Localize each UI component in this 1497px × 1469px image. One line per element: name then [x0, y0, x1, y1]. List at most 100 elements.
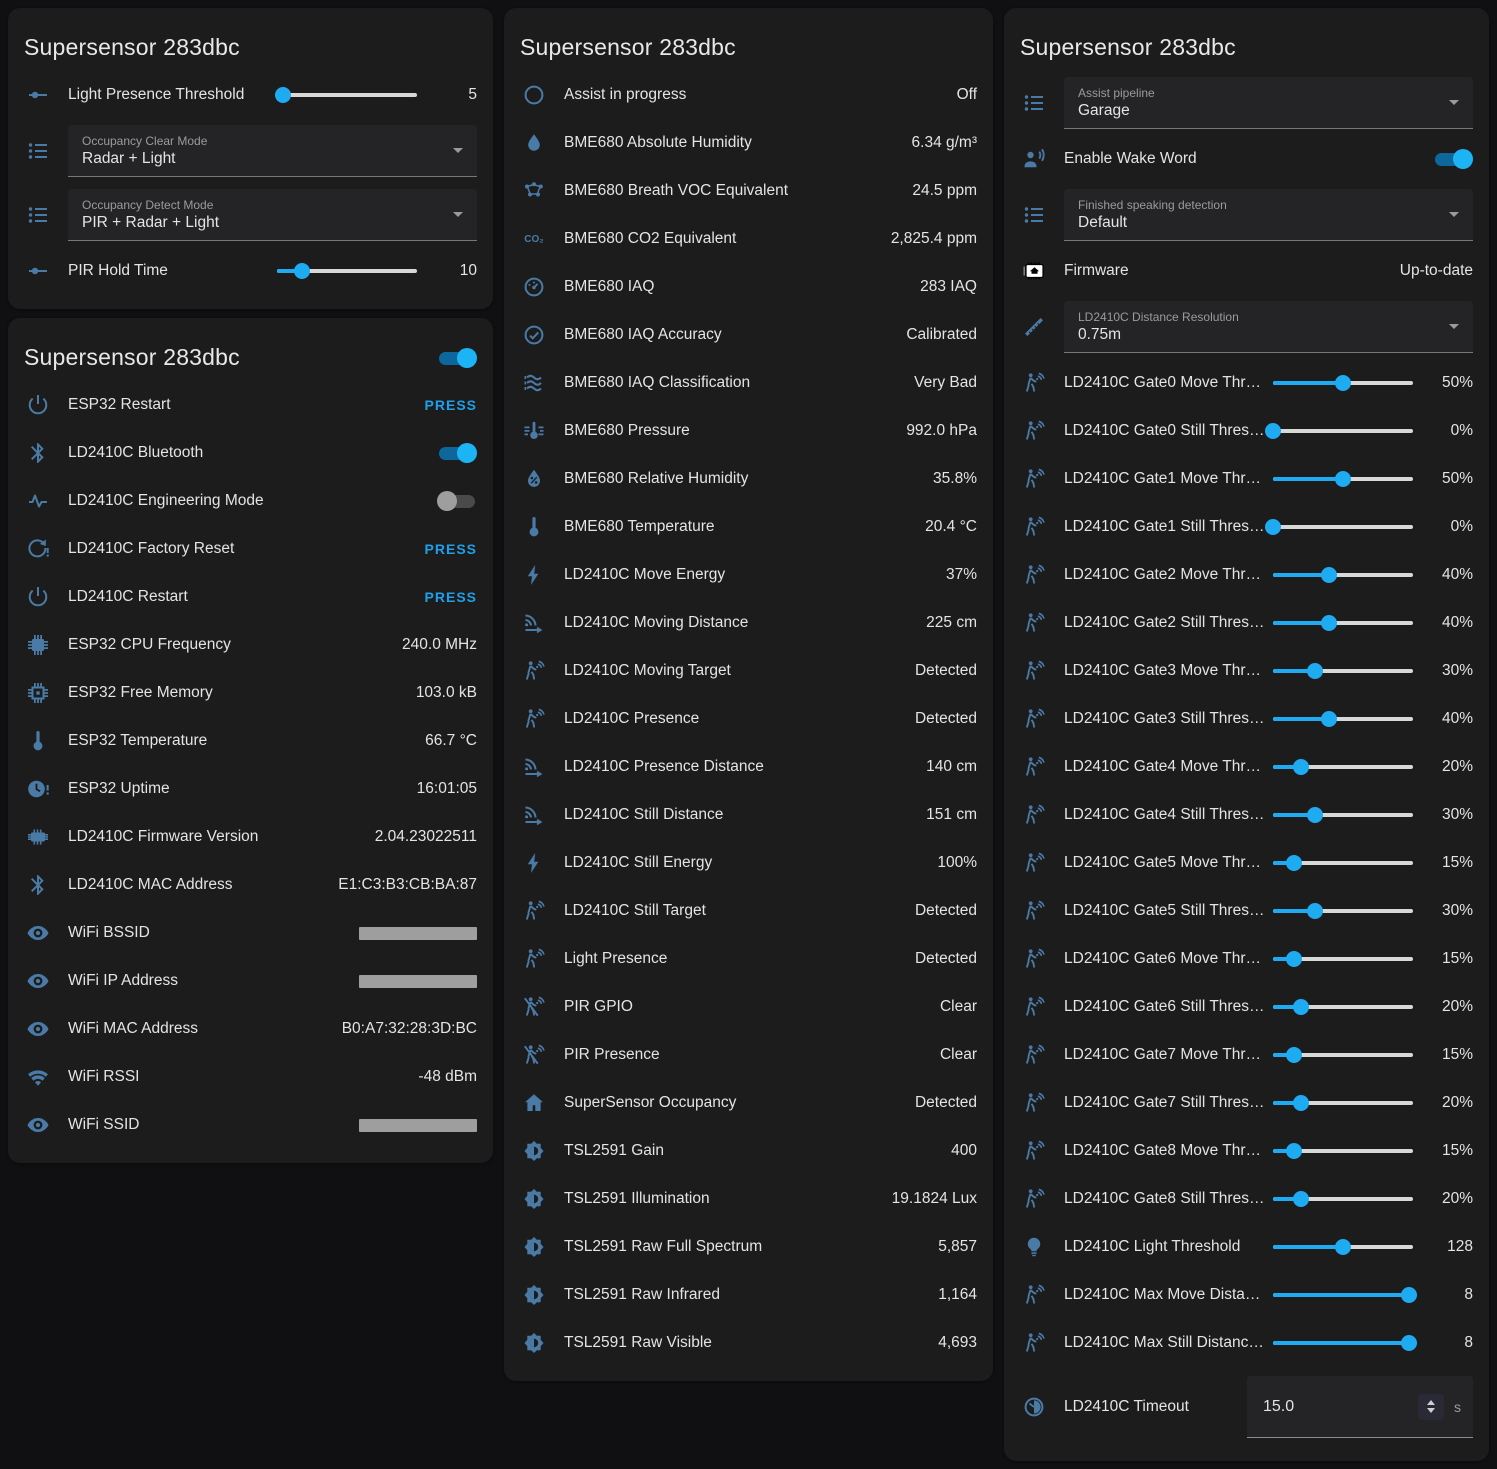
slider-ld2410c-gate0-still-thres[interactable]: [1273, 421, 1413, 441]
row-pir-hold-time[interactable]: PIR Hold Time10: [8, 247, 493, 295]
row-light-presence-threshold[interactable]: Light Presence Threshold5: [8, 71, 493, 119]
row-tsl2591-raw-full-spectrum[interactable]: TSL2591 Raw Full Spectrum5,857: [504, 1223, 993, 1271]
row-bme680-iaq-classification[interactable]: BME680 IAQ ClassificationVery Bad: [504, 359, 993, 407]
slider-ld2410c-gate6-move-thr[interactable]: [1273, 949, 1413, 969]
slider-ld2410c-gate1-move-thr[interactable]: [1273, 469, 1413, 489]
slider-thumb[interactable]: [1293, 759, 1309, 775]
slider-ld2410c-gate2-still-thres[interactable]: [1273, 613, 1413, 633]
row-ld2410c-gate2-move-thr[interactable]: LD2410C Gate2 Move Thr…40%: [1004, 551, 1489, 599]
row-bme680-iaq[interactable]: BME680 IAQ283 IAQ: [504, 263, 993, 311]
slider-thumb[interactable]: [1335, 1239, 1351, 1255]
stepper-down-icon[interactable]: [1427, 1408, 1435, 1413]
row-wifi-ssid[interactable]: WiFi SSID: [8, 1101, 493, 1149]
row-bme680-breath-voc-equivalent[interactable]: BME680 Breath VOC Equivalent24.5 ppm: [504, 167, 993, 215]
slider-ld2410c-light-threshold[interactable]: [1273, 1237, 1413, 1257]
row-ld2410c-gate0-move-thr[interactable]: LD2410C Gate0 Move Thr…50%: [1004, 359, 1489, 407]
row-ld2410c-gate6-move-thr[interactable]: LD2410C Gate6 Move Thr…15%: [1004, 935, 1489, 983]
slider-thumb[interactable]: [1401, 1335, 1417, 1351]
slider-thumb[interactable]: [1307, 903, 1323, 919]
row-esp32-temperature[interactable]: ESP32 Temperature66.7 °C: [8, 717, 493, 765]
row-ld2410c-moving-target[interactable]: LD2410C Moving TargetDetected: [504, 647, 993, 695]
row-ld2410c-still-energy[interactable]: LD2410C Still Energy100%: [504, 839, 993, 887]
row-tsl2591-raw-visible[interactable]: TSL2591 Raw Visible4,693: [504, 1319, 993, 1367]
slider-ld2410c-max-still-distanc[interactable]: [1273, 1333, 1413, 1353]
toggle-ld2410c-engineering-mode[interactable]: [437, 491, 477, 511]
slider-ld2410c-gate1-still-thres[interactable]: [1273, 517, 1413, 537]
row-ld2410c-presence-distance[interactable]: LD2410C Presence Distance140 cm: [504, 743, 993, 791]
row-ld2410c-gate4-move-thr[interactable]: LD2410C Gate4 Move Thr…20%: [1004, 743, 1489, 791]
row-ld2410c-gate4-still-thres[interactable]: LD2410C Gate4 Still Thres…30%: [1004, 791, 1489, 839]
row-bme680-iaq-accuracy[interactable]: BME680 IAQ AccuracyCalibrated: [504, 311, 993, 359]
slider-ld2410c-gate4-still-thres[interactable]: [1273, 805, 1413, 825]
slider-ld2410c-gate3-move-thr[interactable]: [1273, 661, 1413, 681]
slider-thumb[interactable]: [1286, 951, 1302, 967]
row-bme680-relative-humidity[interactable]: BME680 Relative Humidity35.8%: [504, 455, 993, 503]
row-occupancy-clear-mode[interactable]: Occupancy Clear ModeRadar + Light: [8, 119, 493, 183]
row-esp32-cpu-frequency[interactable]: ESP32 CPU Frequency240.0 MHz: [8, 621, 493, 669]
select-occupancy-clear-mode[interactable]: Occupancy Clear ModeRadar + Light: [68, 125, 477, 177]
slider-ld2410c-gate5-move-thr[interactable]: [1273, 853, 1413, 873]
row-assist-pipeline[interactable]: Assist pipelineGarage: [1004, 71, 1489, 135]
slider-ld2410c-max-move-dista[interactable]: [1273, 1285, 1413, 1305]
toggle-enable-wake-word[interactable]: [1433, 149, 1473, 169]
row-ld2410c-moving-distance[interactable]: LD2410C Moving Distance225 cm: [504, 599, 993, 647]
row-ld2410c-gate1-move-thr[interactable]: LD2410C Gate1 Move Thr…50%: [1004, 455, 1489, 503]
row-ld2410c-move-energy[interactable]: LD2410C Move Energy37%: [504, 551, 993, 599]
row-occupancy-detect-mode[interactable]: Occupancy Detect ModePIR + Radar + Light: [8, 183, 493, 247]
row-pir-presence[interactable]: PIR PresenceClear: [504, 1031, 993, 1079]
row-ld2410c-gate8-move-thr[interactable]: LD2410C Gate8 Move Thr…15%: [1004, 1127, 1489, 1175]
slider-thumb[interactable]: [1293, 1095, 1309, 1111]
stepper-buttons[interactable]: [1418, 1394, 1444, 1420]
slider-thumb[interactable]: [275, 87, 291, 103]
row-finished-speaking-detection[interactable]: Finished speaking detectionDefault: [1004, 183, 1489, 247]
row-ld2410c-engineering-mode[interactable]: LD2410C Engineering Mode: [8, 477, 493, 525]
row-ld2410c-firmware-version[interactable]: LD2410C Firmware Version2.04.23022511: [8, 813, 493, 861]
row-ld2410c-light-threshold[interactable]: LD2410C Light Threshold128: [1004, 1223, 1489, 1271]
row-bme680-co2-equivalent[interactable]: CO₂BME680 CO2 Equivalent2,825.4 ppm: [504, 215, 993, 263]
row-wifi-mac-address[interactable]: WiFi MAC AddressB0:A7:32:28:3D:BC: [8, 1005, 493, 1053]
row-ld2410c-gate6-still-thres[interactable]: LD2410C Gate6 Still Thres…20%: [1004, 983, 1489, 1031]
slider-thumb[interactable]: [1401, 1287, 1417, 1303]
row-assist-in-progress[interactable]: Assist in progressOff: [504, 71, 993, 119]
row-ld2410c-timeout[interactable]: LD2410C Timeout15.0s: [1004, 1367, 1489, 1447]
row-ld2410c-distance-resolution[interactable]: LD2410C Distance Resolution0.75m: [1004, 295, 1489, 359]
row-ld2410c-max-move-dista[interactable]: LD2410C Max Move Dista…8: [1004, 1271, 1489, 1319]
row-ld2410c-gate0-still-thres[interactable]: LD2410C Gate0 Still Thres…0%: [1004, 407, 1489, 455]
row-bme680-pressure[interactable]: BME680 Pressure992.0 hPa: [504, 407, 993, 455]
row-bme680-temperature[interactable]: BME680 Temperature20.4 °C: [504, 503, 993, 551]
slider-thumb[interactable]: [294, 263, 310, 279]
row-esp32-free-memory[interactable]: ESP32 Free Memory103.0 kB: [8, 669, 493, 717]
slider-ld2410c-gate4-move-thr[interactable]: [1273, 757, 1413, 777]
slider-pir-hold-time[interactable]: [277, 261, 417, 281]
card-master-toggle[interactable]: [437, 348, 477, 368]
slider-thumb[interactable]: [1265, 519, 1281, 535]
slider-thumb[interactable]: [1335, 375, 1351, 391]
slider-thumb[interactable]: [1321, 567, 1337, 583]
row-ld2410c-max-still-distanc[interactable]: LD2410C Max Still Distanc…8: [1004, 1319, 1489, 1367]
row-enable-wake-word[interactable]: Enable Wake Word: [1004, 135, 1489, 183]
slider-thumb[interactable]: [1307, 807, 1323, 823]
slider-thumb[interactable]: [1286, 1143, 1302, 1159]
stepper-up-icon[interactable]: [1427, 1400, 1435, 1405]
slider-light-presence-threshold[interactable]: [277, 85, 417, 105]
row-ld2410c-gate3-still-thres[interactable]: LD2410C Gate3 Still Thres…40%: [1004, 695, 1489, 743]
row-ld2410c-bluetooth[interactable]: LD2410C Bluetooth: [8, 429, 493, 477]
toggle-ld2410c-bluetooth[interactable]: [437, 443, 477, 463]
row-wifi-rssi[interactable]: WiFi RSSI-48 dBm: [8, 1053, 493, 1101]
row-light-presence[interactable]: Light PresenceDetected: [504, 935, 993, 983]
slider-thumb[interactable]: [1293, 999, 1309, 1015]
row-ld2410c-gate1-still-thres[interactable]: LD2410C Gate1 Still Thres…0%: [1004, 503, 1489, 551]
slider-thumb[interactable]: [1321, 711, 1337, 727]
slider-ld2410c-gate2-move-thr[interactable]: [1273, 565, 1413, 585]
select-occupancy-detect-mode[interactable]: Occupancy Detect ModePIR + Radar + Light: [68, 189, 477, 241]
number-input-ld2410c-timeout[interactable]: 15.0s: [1247, 1376, 1473, 1438]
slider-ld2410c-gate3-still-thres[interactable]: [1273, 709, 1413, 729]
row-ld2410c-mac-address[interactable]: LD2410C MAC AddressE1:C3:B3:CB:BA:87: [8, 861, 493, 909]
row-ld2410c-restart[interactable]: LD2410C RestartPRESS: [8, 573, 493, 621]
slider-ld2410c-gate8-still-thres[interactable]: [1273, 1189, 1413, 1209]
row-ld2410c-gate5-move-thr[interactable]: LD2410C Gate5 Move Thr…15%: [1004, 839, 1489, 887]
row-firmware[interactable]: FirmwareUp-to-date: [1004, 247, 1489, 295]
row-esp32-restart[interactable]: ESP32 RestartPRESS: [8, 381, 493, 429]
slider-thumb[interactable]: [1307, 663, 1323, 679]
row-pir-gpio[interactable]: PIR GPIOClear: [504, 983, 993, 1031]
